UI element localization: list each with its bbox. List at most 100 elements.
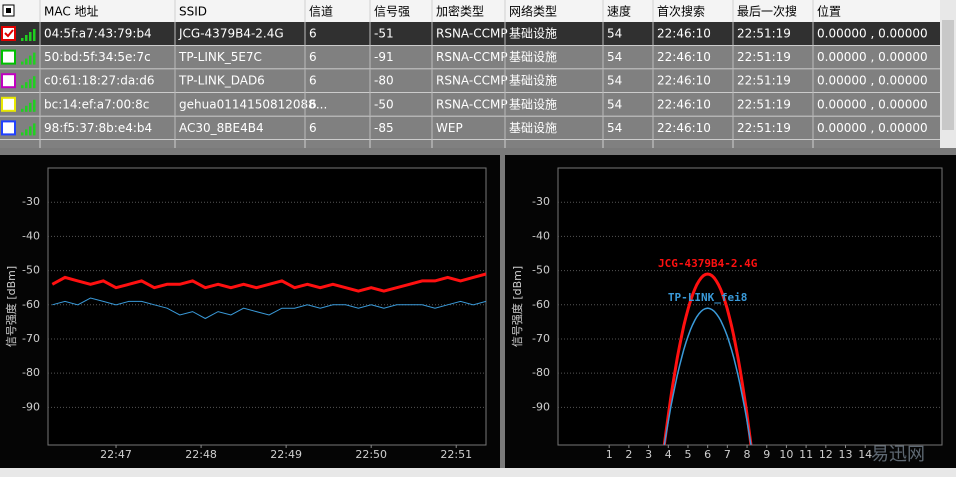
signal-bar (29, 55, 32, 65)
y-tick-label: -60 (22, 298, 40, 311)
cell-text: -51 (374, 27, 394, 41)
table-row (0, 116, 940, 140)
row-checkbox[interactable] (1, 73, 16, 89)
signal-bar (21, 108, 24, 112)
cell-text: 基础设施 (509, 121, 557, 135)
cell-text: 6 (309, 27, 317, 41)
signal-line (52, 297, 487, 320)
cell-text: gehua0114150812088... (179, 97, 327, 111)
x-tick-label: 12 (819, 448, 833, 461)
y-axis-title: 信号强度 [dBm] (510, 266, 524, 347)
cell-text: 6 (309, 97, 317, 111)
cell-text: 0.00000 , 0.00000 (817, 74, 928, 88)
cell-text: -85 (374, 121, 394, 135)
cell-text: 22:46:10 (657, 27, 711, 41)
x-tick-label: 5 (684, 448, 691, 461)
checkmark (4, 29, 14, 38)
signal-bar (21, 132, 24, 136)
x-tick-label: 22:51 (440, 448, 472, 461)
x-tick-label: 1 (606, 448, 613, 461)
x-tick-label: 22:50 (355, 448, 387, 461)
cell-text: 22:46:10 (657, 121, 711, 135)
row-checkbox[interactable] (1, 120, 16, 136)
x-tick-label: 11 (799, 448, 813, 461)
watermark: 易迅网 (871, 444, 925, 465)
network-label: TP-LINK_fei8 (668, 291, 747, 304)
signal-bar (25, 58, 28, 65)
cell-text: 0.00000 , 0.00000 (817, 97, 928, 111)
cell-text: 54 (607, 50, 622, 64)
column-header: 首次搜索 (657, 4, 705, 19)
cell-text: RSNA-CCMP (436, 27, 508, 41)
x-tick-label: 22:49 (270, 448, 302, 461)
cell-text: 22:51:19 (737, 74, 791, 88)
y-axis-title: 信号强度 [dBm] (4, 266, 18, 347)
cell-text: 6 (309, 50, 317, 64)
table-row (0, 69, 940, 93)
cell-text: c0:61:18:27:da:d6 (44, 74, 154, 88)
cell-text: 0.00000 , 0.00000 (817, 121, 928, 135)
y-tick-label: -70 (22, 332, 40, 345)
scroll-thumb[interactable] (942, 20, 954, 130)
cell-text: 54 (607, 74, 622, 88)
y-tick-label: -90 (532, 400, 550, 413)
y-tick-label: -50 (532, 264, 550, 277)
partial-row (0, 140, 940, 148)
cell-text: 22:46:10 (657, 50, 711, 64)
signal-bar (21, 61, 24, 65)
x-tick-label: 2 (625, 448, 632, 461)
column-header: 网络类型 (509, 4, 557, 19)
cell-text: 54 (607, 27, 622, 41)
row-checkbox[interactable] (1, 96, 16, 112)
row-checkbox[interactable] (1, 26, 16, 41)
signal-bar (33, 99, 36, 112)
x-tick-label: 22:47 (100, 448, 132, 461)
row-checkbox[interactable] (1, 49, 16, 65)
x-tick-label: 9 (763, 448, 770, 461)
cell-text: 0.00000 , 0.00000 (817, 27, 928, 41)
cell-text: 22:51:19 (737, 97, 791, 111)
y-tick-label: -90 (22, 400, 40, 413)
cell-text: 22:51:19 (737, 50, 791, 64)
signal-bar (33, 123, 36, 136)
cell-text: 04:5f:a7:43:79:b4 (44, 27, 152, 41)
y-tick-label: -30 (22, 195, 40, 208)
x-tick-label: 6 (704, 448, 711, 461)
y-tick-label: -80 (532, 366, 550, 379)
x-tick-label: 22:48 (185, 448, 217, 461)
x-tick-label: 10 (779, 448, 793, 461)
cell-text: 22:51:19 (737, 121, 791, 135)
y-tick-label: -80 (22, 366, 40, 379)
column-header: 速度 (607, 4, 631, 19)
cell-text: 22:46:10 (657, 74, 711, 88)
channel-curve (662, 272, 753, 446)
y-tick-label: -70 (532, 332, 550, 345)
column-header: MAC 地址 (44, 5, 99, 19)
cell-text: -80 (374, 74, 394, 88)
cell-text: AC30_8BE4B4 (179, 121, 264, 135)
cell-text: JCG-4379B4-2.4G (178, 27, 284, 41)
status-strip (0, 468, 956, 477)
signal-line (51, 272, 487, 293)
table-row (0, 45, 940, 69)
y-tick-label: -40 (532, 229, 550, 242)
column-header: SSID (179, 5, 207, 19)
cell-text: 22:46:10 (657, 97, 711, 111)
x-tick-label: 13 (839, 448, 853, 461)
cell-text: RSNA-CCMP (436, 50, 508, 64)
column-header: 信道 (309, 5, 333, 19)
cell-text: -50 (374, 97, 394, 111)
signal-bar (25, 35, 28, 41)
column-header: 信号强 (374, 5, 410, 19)
cell-text: TP-LINK_5E7C (178, 50, 262, 64)
cell-text: 54 (607, 97, 622, 111)
y-tick-label: -40 (22, 229, 40, 242)
y-tick-label: -50 (22, 264, 40, 277)
column-header: 加密类型 (436, 4, 484, 19)
signal-bar (33, 52, 36, 65)
plot-area (47, 167, 487, 446)
x-tick-label: 4 (665, 448, 672, 461)
plot-area (557, 167, 943, 446)
signal-bar (29, 102, 32, 112)
column-header: 位置 (817, 4, 841, 19)
